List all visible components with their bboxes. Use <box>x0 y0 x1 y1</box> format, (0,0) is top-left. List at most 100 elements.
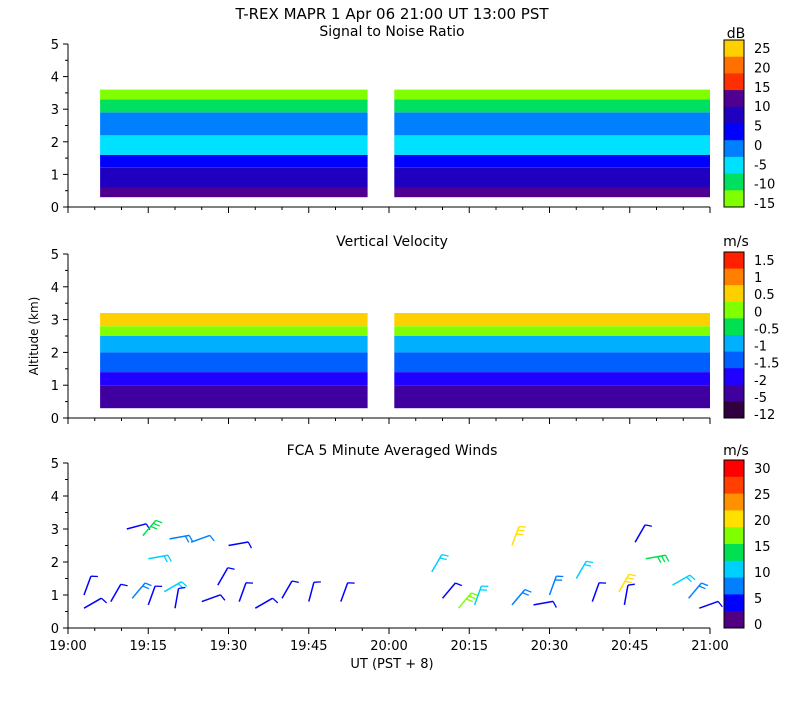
wind-barb-staff <box>127 524 146 529</box>
x-tick-label: 20:00 <box>370 639 407 654</box>
wind-barb-flag <box>210 535 214 541</box>
wind-barb <box>309 582 321 602</box>
wind-colorbar-cell <box>724 527 744 544</box>
vv-colorbar-cell <box>724 385 744 402</box>
wind-barb-staff <box>432 555 442 572</box>
vv-title: Vertical Velocity <box>336 234 448 250</box>
snr-y-tick-label: 0 <box>51 201 59 216</box>
wind-barb <box>255 598 277 608</box>
x-tick-label: 20:30 <box>531 639 568 654</box>
wind-barb-flag <box>553 601 556 607</box>
wind-y-tick-label: 1 <box>51 589 59 604</box>
wind-barb-staff <box>132 583 145 598</box>
wind-barb-flag <box>292 581 299 582</box>
wind-barb-flag <box>189 535 192 541</box>
wind-barb <box>592 583 606 602</box>
wind-barb-flag <box>182 582 187 587</box>
wind-barb <box>576 561 593 578</box>
wind-panel: FCA 5 Minute Averaged Winds m/s 01234519… <box>49 443 770 654</box>
snr-layer-2-seg-1 <box>394 155 710 168</box>
vv-colorbar-label: -5 <box>754 391 767 406</box>
wind-barb-flag <box>455 583 461 586</box>
wind-y-tick-label: 2 <box>51 556 59 571</box>
wind-barb-staff <box>673 575 690 585</box>
wind-barb-staff <box>202 595 221 602</box>
vv-colorbar-label: -1.5 <box>754 357 779 372</box>
wind-barb-staff <box>218 568 228 585</box>
snr-colorbar-label: -10 <box>754 178 775 193</box>
wind-colorbar-cell <box>724 561 744 578</box>
wind-barb-flag <box>185 536 188 542</box>
wind-colorbar-label: 15 <box>754 540 771 555</box>
wind-barb <box>143 520 162 535</box>
snr-layer-4-seg-1 <box>394 113 710 136</box>
wind-barb-flag <box>442 555 449 556</box>
wind-barb-staff <box>84 576 91 595</box>
wind-barb-flag <box>525 590 532 593</box>
wind-barb-flag <box>522 593 529 596</box>
snr-title: Signal to Noise Ratio <box>319 24 464 40</box>
wind-barb-flag <box>153 523 160 526</box>
vv-colorbar-label: -12 <box>754 408 775 423</box>
wind-barb <box>673 575 696 585</box>
wind-barb-staff <box>255 598 272 608</box>
wind-barb <box>202 595 225 602</box>
vv-colorbar-label: 0 <box>754 305 762 320</box>
snr-colorbar-cell <box>724 140 744 157</box>
wind-barb-flag <box>469 596 476 599</box>
wind-barb-flag <box>121 584 128 585</box>
vv-colorbar-cell <box>724 302 744 319</box>
figure-title: T-REX MAPR 1 Apr 06 21:00 UT 13:00 PST <box>234 5 549 23</box>
wind-barb-staff <box>624 585 628 605</box>
wind-barb-staff <box>576 561 586 578</box>
y-axis-label: Altitude (km) <box>27 297 41 376</box>
vv-colorbar-label: -1 <box>754 340 767 355</box>
wind-barb-flag <box>629 574 636 575</box>
snr-layer-1-seg-1 <box>394 168 710 188</box>
wind-barb <box>148 586 162 605</box>
vv-colorbar-label: 1.5 <box>754 254 775 269</box>
snr-layer-4-seg-0 <box>100 113 368 136</box>
snr-colorbar-cell <box>724 157 744 174</box>
snr-layer-5-seg-0 <box>100 99 368 112</box>
wind-barb <box>443 583 462 598</box>
wind-barb <box>550 576 564 595</box>
wind-barb-flag <box>699 586 706 589</box>
snr-layer-0-seg-1 <box>394 187 710 197</box>
wind-barb-flag <box>627 578 634 580</box>
wind-colorbar-cell <box>724 494 744 511</box>
wind-barb-staff <box>191 535 210 542</box>
snr-layer-1-seg-0 <box>100 168 368 188</box>
wind-barb-staff <box>443 583 456 598</box>
wind-barb-flag <box>690 575 695 580</box>
wind-barb-staff <box>111 584 121 601</box>
wind-barb-staff <box>512 590 525 605</box>
wind-barb <box>646 555 669 563</box>
wind-colorbar-cell <box>724 510 744 527</box>
wind-barb-flag <box>471 593 478 596</box>
wind-colorbar-label: 10 <box>754 566 771 581</box>
wind-barb-flag <box>625 581 632 583</box>
wind-barb-flag <box>143 586 150 589</box>
wind-barb-flag <box>168 555 171 561</box>
snr-colorbar-cell <box>724 174 744 191</box>
wind-barb <box>84 576 98 595</box>
wind-barb-staff <box>592 583 599 602</box>
snr-colorbar-label: 0 <box>754 139 762 154</box>
wind-barb <box>635 525 652 542</box>
wind-barb-staff <box>282 581 292 598</box>
wind-barb-flag <box>273 598 278 603</box>
vv-data <box>100 313 710 408</box>
snr-y-tick-label: 5 <box>51 38 59 53</box>
snr-colorbar-cell <box>724 57 744 74</box>
vv-colorbar-cell <box>724 252 744 269</box>
x-axis-label: UT (PST + 8) <box>350 657 433 672</box>
wind-barb <box>239 583 253 602</box>
vv-layer-4-seg-1 <box>394 326 710 336</box>
snr-colorbar-label: 20 <box>754 61 771 76</box>
wind-barb <box>624 584 634 605</box>
wind-barb <box>229 542 252 548</box>
vv-colorbar-label: 1 <box>754 271 762 286</box>
wind-barb <box>84 598 107 608</box>
